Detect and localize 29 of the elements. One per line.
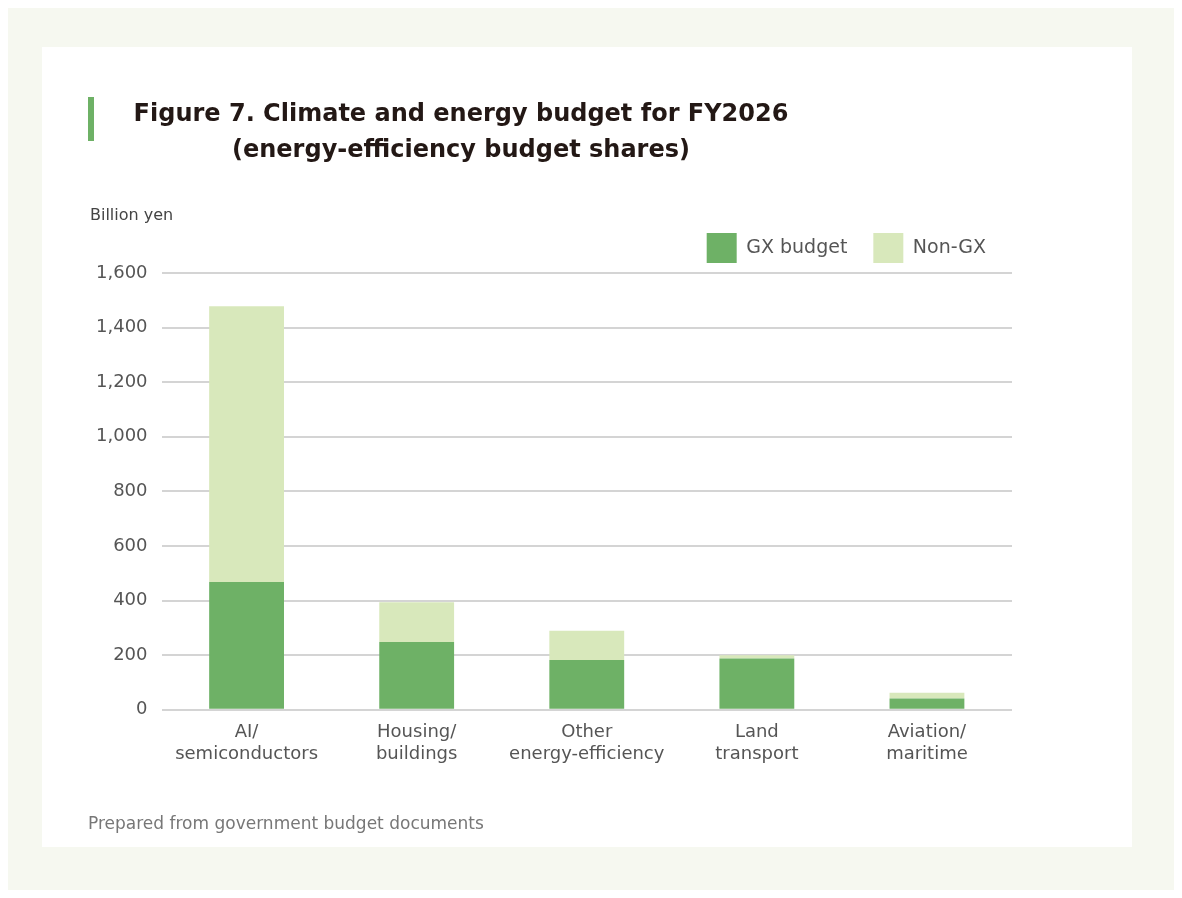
y-tick-label: 1,200 bbox=[96, 369, 148, 391]
y-tick-label: 1,000 bbox=[96, 424, 148, 446]
legend-label: Non-GX bbox=[912, 234, 986, 257]
y-tick-label: 1,400 bbox=[96, 315, 148, 337]
x-tick-label: Other energy-efficiency bbox=[509, 720, 665, 763]
y-tick-label: 200 bbox=[113, 642, 148, 664]
bar bbox=[209, 582, 284, 709]
y-tick-label: 0 bbox=[136, 697, 148, 719]
bar bbox=[379, 602, 455, 643]
x-tick-label: Aviation/maritime bbox=[886, 720, 968, 763]
bar bbox=[549, 660, 625, 709]
bar bbox=[719, 658, 795, 709]
x-tick-label: AI/semiconductors bbox=[175, 720, 319, 763]
bar bbox=[209, 306, 284, 583]
y-tick-label: 800 bbox=[113, 479, 148, 501]
bar bbox=[719, 655, 795, 659]
x-tick-label: Housing/buildings bbox=[375, 720, 458, 763]
legend-label: GX budget bbox=[746, 234, 848, 257]
y-tick-label: 600 bbox=[113, 533, 148, 555]
y-tick-label: 400 bbox=[113, 588, 148, 610]
bar bbox=[889, 692, 965, 699]
y-tick-label: 1,600 bbox=[96, 260, 148, 282]
text: Prepared from government budget documents bbox=[88, 813, 484, 833]
bar bbox=[379, 642, 455, 709]
bar bbox=[889, 698, 965, 709]
y-axis-title: Billion yen bbox=[90, 205, 174, 224]
x-tick-label: Land transport bbox=[715, 720, 799, 763]
chart-title: Figure 7. Climate and energy budget for FY2026 (energy-efficiency budget shares) bbox=[132, 98, 790, 165]
bar bbox=[549, 630, 625, 661]
